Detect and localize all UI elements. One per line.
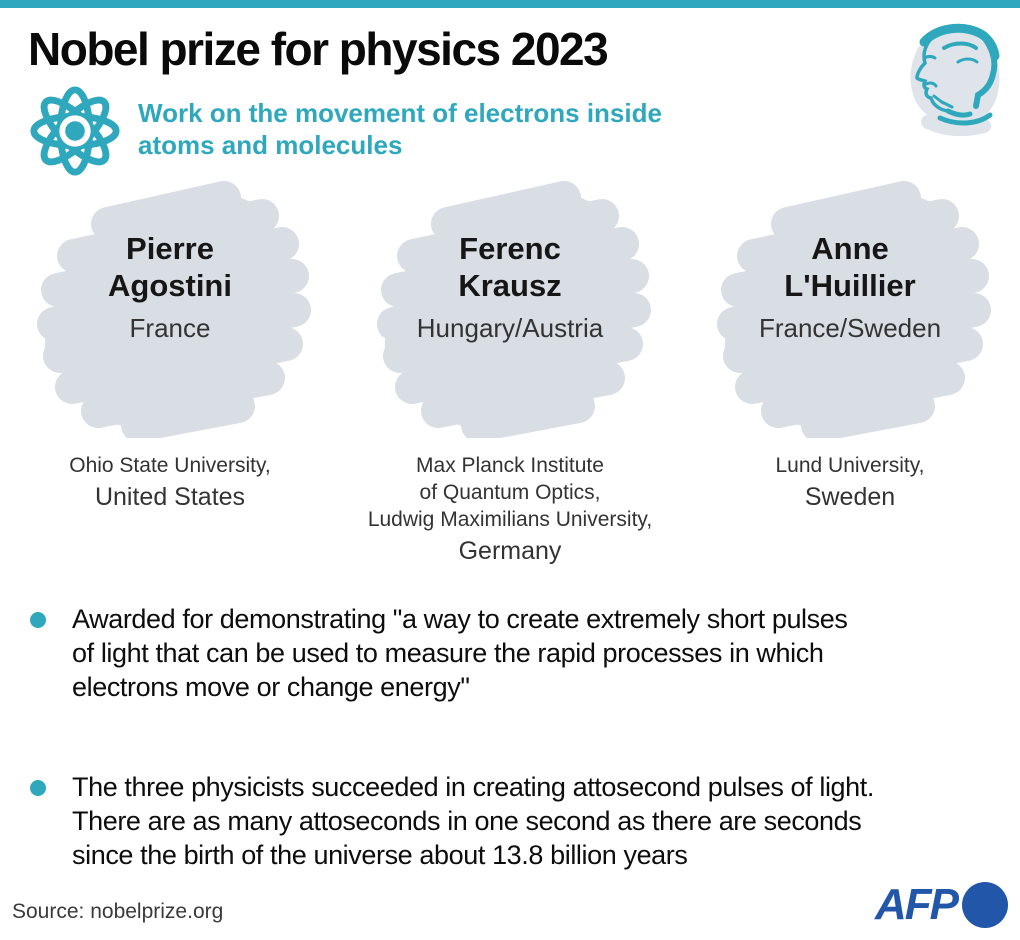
- laureates-row: Pierre Agostini France Ohio State Univer…: [0, 180, 1020, 567]
- laureate-country: Hungary/Austria: [416, 313, 604, 343]
- institution-line: Ludwig Maximilians University,: [367, 508, 653, 531]
- laureate-card: Anne L'Huillier France/Sweden Lund Unive…: [680, 180, 1020, 567]
- scribble-blob: Pierre Agostini France: [24, 180, 316, 438]
- institution-country: United States: [94, 483, 246, 511]
- bullet-text: The three physicists succeeded in creati…: [72, 770, 874, 872]
- bullet-list: Awarded for demonstrating "a way to crea…: [30, 602, 1005, 938]
- bullet-text-line: The three physicists succeeded in creati…: [72, 772, 874, 802]
- institution-country: Sweden: [804, 483, 896, 511]
- subtitle-line: atoms and molecules: [138, 130, 403, 160]
- scribble-blob: Anne L'Huillier France/Sweden: [704, 180, 996, 438]
- institution-line: Ohio State University,: [69, 454, 271, 477]
- laureate-country: France: [129, 313, 211, 343]
- bullet-text: Awarded for demonstrating "a way to crea…: [72, 602, 848, 704]
- afp-logo: AFP: [875, 880, 1008, 930]
- bullet-dot-icon: [30, 780, 46, 796]
- laureate-country: France/Sweden: [758, 313, 942, 343]
- bullet-item: The three physicists succeeded in creati…: [30, 770, 1005, 872]
- subtitle-line: Work on the movement of electrons inside: [138, 98, 662, 128]
- institution-line: Lund University,: [775, 454, 925, 477]
- institution: Max Planck Institute of Quantum Optics, …: [368, 452, 652, 567]
- top-accent-bar: [0, 0, 1020, 8]
- subtitle: Work on the movement of electrons inside…: [138, 84, 662, 178]
- laureate-card: Ferenc Krausz Hungary/Austria Max Planck…: [340, 180, 680, 567]
- bullet-text-line: There are as many attoseconds in one sec…: [72, 806, 862, 836]
- bullet-text-line: of light that can be used to measure the…: [72, 638, 824, 668]
- nobel-profile-icon: [884, 14, 1014, 136]
- page-title: Nobel prize for physics 2023: [28, 23, 609, 75]
- scribble-blob: Ferenc Krausz Hungary/Austria: [364, 180, 656, 438]
- bullet-text-line: Awarded for demonstrating "a way to crea…: [72, 604, 848, 634]
- laureate-name: Pierre Agostini: [108, 231, 232, 303]
- bullet-dot-icon: [30, 612, 46, 628]
- afp-logo-text: AFP: [875, 880, 959, 929]
- source-note: Source: nobelprize.org: [12, 900, 224, 923]
- laureate-name: Ferenc Krausz: [458, 231, 562, 303]
- institution-line: of Quantum Optics,: [419, 481, 601, 504]
- institution-line: Max Planck Institute: [416, 454, 604, 477]
- institution-country: Germany: [458, 537, 562, 565]
- institution: Ohio State University, United States: [69, 452, 271, 513]
- laureate-name: Anne L'Huillier: [784, 231, 916, 303]
- laureate-card: Pierre Agostini France Ohio State Univer…: [0, 180, 340, 567]
- afp-circle-icon: [962, 882, 1008, 928]
- bullet-text-line: since the birth of the universe about 13…: [72, 840, 688, 870]
- atom-icon: [28, 84, 122, 178]
- subheader: Work on the movement of electrons inside…: [28, 84, 662, 178]
- bullet-item: Awarded for demonstrating "a way to crea…: [30, 602, 1005, 704]
- institution: Lund University, Sweden: [775, 452, 924, 513]
- bullet-text-line: electrons move or change energy": [72, 672, 470, 702]
